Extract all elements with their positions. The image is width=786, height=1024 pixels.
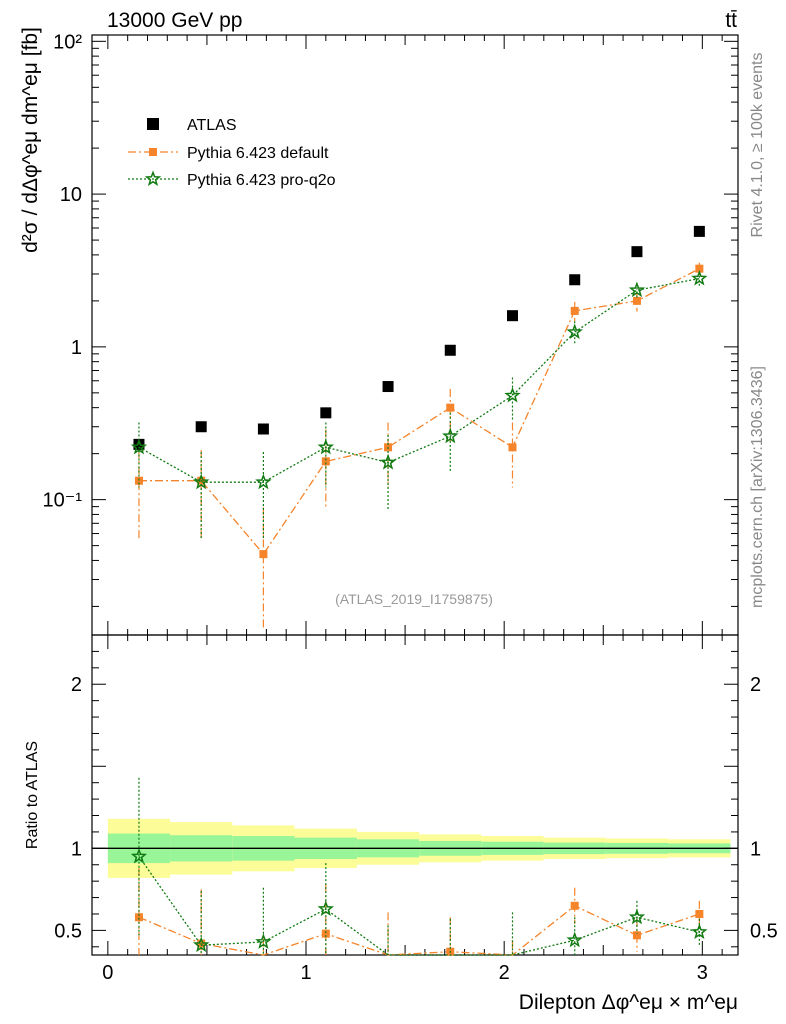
y-tick-label: 1 <box>71 337 82 359</box>
mcplots-label: mcplots.cern.ch [arXiv:1306.3436] <box>749 366 766 608</box>
pythia-pro-q2o-point <box>317 438 335 455</box>
pythia-pro-q2o-point <box>504 386 521 403</box>
analysis-watermark: (ATLAS_2019_I1759875) <box>335 591 493 607</box>
ratio-pythia-pro-q2o-point <box>255 933 272 949</box>
main-plot-data <box>130 225 708 631</box>
pythia-pro-q2o-point <box>691 269 708 286</box>
pythia-default-point <box>321 457 330 466</box>
pythia-pro-q2o-line <box>138 277 700 483</box>
pythia-default-point <box>570 306 579 315</box>
legend-q2o-marker <box>144 170 162 187</box>
axis-ticks <box>92 35 738 955</box>
ratio-tick-label: 1 <box>71 838 82 860</box>
ratio-pythia-pro-q2o-line <box>138 856 700 956</box>
header-left: 13000 GeV pp <box>107 9 242 32</box>
atlas-point <box>382 381 394 393</box>
ratio-pythia-default-point <box>632 931 641 940</box>
pythia-default-point <box>632 296 641 305</box>
ratio-tick-label-right: 2 <box>750 674 761 696</box>
legend: ATLAS Pythia 6.423 default Pythia 6.423 pr… <box>128 117 336 189</box>
pythia-pro-q2o-point <box>130 438 148 455</box>
axis-tick-labels: 10² 10 1 10⁻¹ 2 2 1 1 0.5 0.5 0 1 2 3 <box>43 31 778 984</box>
y-tick-label: 10 <box>60 184 82 206</box>
pythia-default-point <box>134 476 143 485</box>
x-tick-label: 2 <box>499 962 510 984</box>
pythia-default-point <box>259 550 268 559</box>
pythia-pro-q2o-point <box>628 281 646 298</box>
ratio-pythia-pro-q2o-point <box>691 923 708 940</box>
atlas-point <box>320 407 332 419</box>
pythia-pro-q2o-point <box>379 453 397 470</box>
atlas-point <box>569 274 581 286</box>
pythia-default-point <box>508 443 517 452</box>
pythia-pro-q2o-point <box>566 323 583 340</box>
atlas-point <box>693 225 705 237</box>
pythia-pro-q2o-point <box>192 473 210 490</box>
ratio-pythia-default-point <box>321 929 330 938</box>
ratio-pythia-pro-q2o-point <box>192 936 210 953</box>
ratio-pythia-pro-q2o-point <box>317 900 335 917</box>
y-axis-label: d²σ / dΔφ^eμ dm^eμ [fb] <box>19 27 42 253</box>
atlas-point <box>444 344 456 356</box>
ratio-tick-label: 0.5 <box>54 920 82 942</box>
ratio-pythia-default-point <box>695 909 704 918</box>
x-axis-label: Dilepton Δφ^eμ × m^eμ <box>519 991 738 1014</box>
ratio-tick-label: 2 <box>71 674 82 696</box>
atlas-point <box>195 421 207 433</box>
legend-default-marker <box>149 148 157 156</box>
pythia-default-line <box>139 268 700 556</box>
pythia-pro-q2o-point <box>442 427 459 444</box>
legend-atlas-marker <box>147 118 159 130</box>
ratio-tick-label-right: 1 <box>750 838 761 860</box>
atlas-point <box>257 423 269 435</box>
ratio-bands <box>92 818 738 878</box>
ratio-y-axis-label: Ratio to ATLAS <box>24 741 41 849</box>
ratio-tick-label-right: 0.5 <box>750 920 778 942</box>
ratio-pythia-pro-q2o-point <box>628 908 646 925</box>
pythia-pro-q2o-point <box>255 473 272 490</box>
atlas-point <box>506 310 518 322</box>
x-tick-label: 3 <box>697 962 708 984</box>
rivet-label: Rivet 4.1.0, ≥ 100k events <box>749 53 766 238</box>
ratio-pythia-default-line <box>138 905 700 956</box>
x-tick-label: 0 <box>102 962 113 984</box>
ratio-pythia-pro-q2o-point <box>130 847 148 864</box>
header-right: tt̄ <box>725 9 737 32</box>
ratio-pythia-default-point <box>570 901 579 910</box>
legend-label: Pythia 6.423 default <box>187 145 329 162</box>
y-tick-label: 10² <box>53 31 82 53</box>
x-tick-label: 1 <box>300 962 311 984</box>
ratio-pythia-default-point <box>134 913 143 922</box>
ratio-plot-data <box>130 777 708 956</box>
ratio-pythia-pro-q2o-point <box>566 931 583 948</box>
atlas-point <box>631 246 643 258</box>
legend-label: Pythia 6.423 pro-q2o <box>187 172 336 189</box>
pythia-default-point <box>695 264 704 273</box>
pythia-default-point <box>446 403 455 412</box>
y-tick-label: 10⁻¹ <box>43 490 83 512</box>
legend-label: ATLAS <box>187 117 237 134</box>
